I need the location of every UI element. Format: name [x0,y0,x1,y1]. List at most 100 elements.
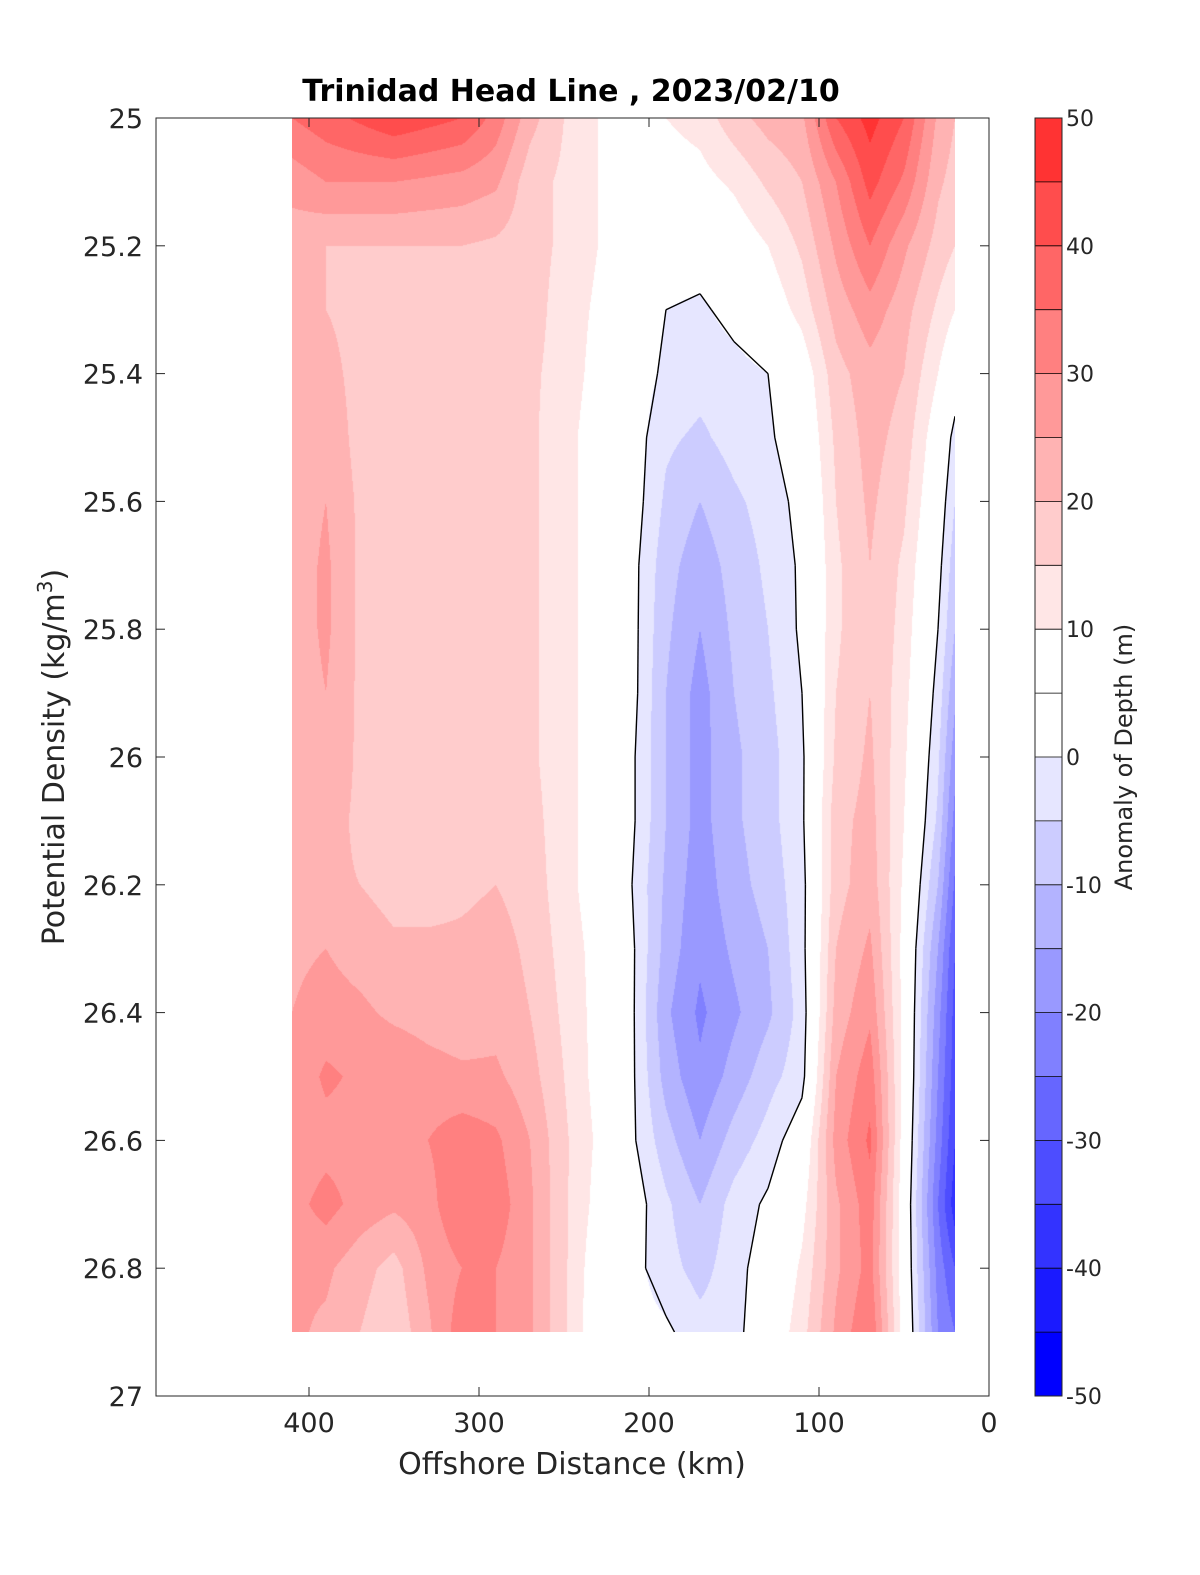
zero-contour-lines [631,293,955,1333]
zero-contour-segment [644,1267,667,1317]
zero-contour-segment [915,884,921,949]
colorbar-swatch [1035,1268,1062,1333]
zero-contour-segment [699,293,712,311]
colorbar-swatch [1035,1332,1062,1397]
colorbar-tick-label: 20 [1066,490,1094,515]
colorbar-tick-label: -10 [1066,874,1102,899]
y-tick-label: 26.4 [83,999,143,1030]
zero-contour-segment [774,437,790,502]
y-axis: 25 25.2 25.4 25.6 25.8 26 26.2 26.4 26.6 26.8 27 [83,104,989,1413]
zero-contour-segment [635,1140,648,1205]
x-tick-label: 300 [453,1408,505,1439]
zero-contour-segment [733,341,769,375]
zero-contour-segment [665,293,701,311]
colorbar-tick-label: 50 [1066,107,1094,132]
chart-title: Trinidad Head Line , 2023/02/10 [302,74,839,109]
zero-contour-segment [937,565,943,630]
zero-contour-segment [794,565,798,630]
colorbar-swatch [1035,309,1062,375]
zero-contour-segment [909,1140,913,1205]
zero-contour-segment [633,1076,637,1141]
colorbar-swatch [1035,948,1062,1014]
zero-contour-segment [944,437,952,502]
zero-contour-segment [656,309,667,374]
colorbar-swatch [1035,820,1062,886]
colorbar-swatch [1035,757,1062,822]
zero-contour-segment [804,948,807,1013]
x-tick-label: 200 [623,1408,675,1439]
colorbar-tick-label: 30 [1066,363,1094,388]
zero-contour-segment [631,820,636,885]
x-tick-label: 0 [980,1408,997,1439]
y-tick-label: 26.6 [83,1126,143,1157]
zero-contour-segment [767,1140,784,1189]
zero-contour-segment [634,693,639,758]
colorbar-tick-label: 40 [1066,235,1094,260]
y-tick-label: 26 [109,743,143,774]
zero-contour-segment [665,1315,676,1333]
x-axis: 400 300 200 100 0 [283,118,998,1439]
zero-contour-segment [919,820,926,885]
colorbar-swatch [1035,1140,1062,1205]
zero-contour-segment [637,565,640,630]
zero-contour-segment [940,501,947,566]
zero-contour-segment [638,501,645,566]
zero-contour-segment [636,629,639,694]
colorbar-tick-label: -20 [1066,1002,1102,1027]
colorbar-label: Anomaly of Depth (m) [1110,624,1138,891]
zero-contour-segment [910,1268,914,1333]
zero-contour-segment [631,884,636,949]
zero-contour-segment [924,756,930,821]
y-tick-label: 26.8 [83,1254,143,1285]
y-tick-label: 25.6 [83,487,143,518]
zero-contour-segment [803,1012,807,1077]
zero-contour-segment [645,373,659,438]
y-tick-label: 25.4 [83,360,143,391]
zero-contour-segment [787,501,796,566]
zero-contour-segment [795,629,803,694]
y-tick-label: 25 [109,104,143,135]
zero-contour-segment [746,1204,761,1269]
x-axis-label: Offshore Distance (km) [398,1447,746,1482]
y-tick-label: 25.2 [83,232,143,263]
zero-contour-segment [803,820,807,885]
colorbar-frame [1034,117,1063,1397]
zero-contour-segment [801,693,805,758]
colorbar-swatch [1035,884,1062,950]
colorbar: 50 40 30 20 10 0 -10 -20 -30 -40 -50 [1034,107,1102,1410]
zero-contour-segment [801,1076,806,1098]
colorbar-swatch [1035,245,1062,311]
zero-contour-segment [911,1076,915,1141]
zero-contour-segment [913,948,917,1013]
y-tick-label: 25.8 [83,615,143,646]
colorbar-tick-label: -50 [1066,1385,1102,1410]
colorbar-swatch [1035,501,1062,566]
contour-fill-image [292,118,955,1332]
colorbar-swatch [1035,1076,1062,1141]
zero-contour-segment [932,629,939,694]
zero-contour-segment [758,1187,769,1205]
zero-contour-segment [743,1268,749,1333]
colorbar-tick-label: -30 [1066,1129,1102,1154]
zero-contour-segment [909,1204,912,1269]
y-axis-label: Potential Density (kg/m3) [33,569,72,945]
colorbar-tick-label: 10 [1066,618,1094,643]
colorbar-swatch [1035,118,1062,183]
x-tick-label: 400 [283,1408,335,1439]
colorbar-tick-label: -40 [1066,1257,1102,1282]
contour-field [292,118,955,1332]
colorbar-swatch [1035,373,1062,438]
zero-contour-segment [913,1012,916,1077]
colorbar-swatch [1035,437,1062,502]
colorbar-tick-label: 0 [1066,746,1080,771]
colorbar-swatch [1035,1012,1062,1077]
y-tick-label: 26.2 [83,871,143,902]
zero-contour-segment [642,437,648,502]
colorbar-swatch [1035,629,1062,694]
y-tick-label: 27 [109,1382,143,1413]
colorbar-swatch [1035,693,1062,758]
zero-contour-segment [767,373,776,438]
colorbar-swatch [1035,181,1062,247]
colorbar-swatch [1035,1204,1062,1269]
